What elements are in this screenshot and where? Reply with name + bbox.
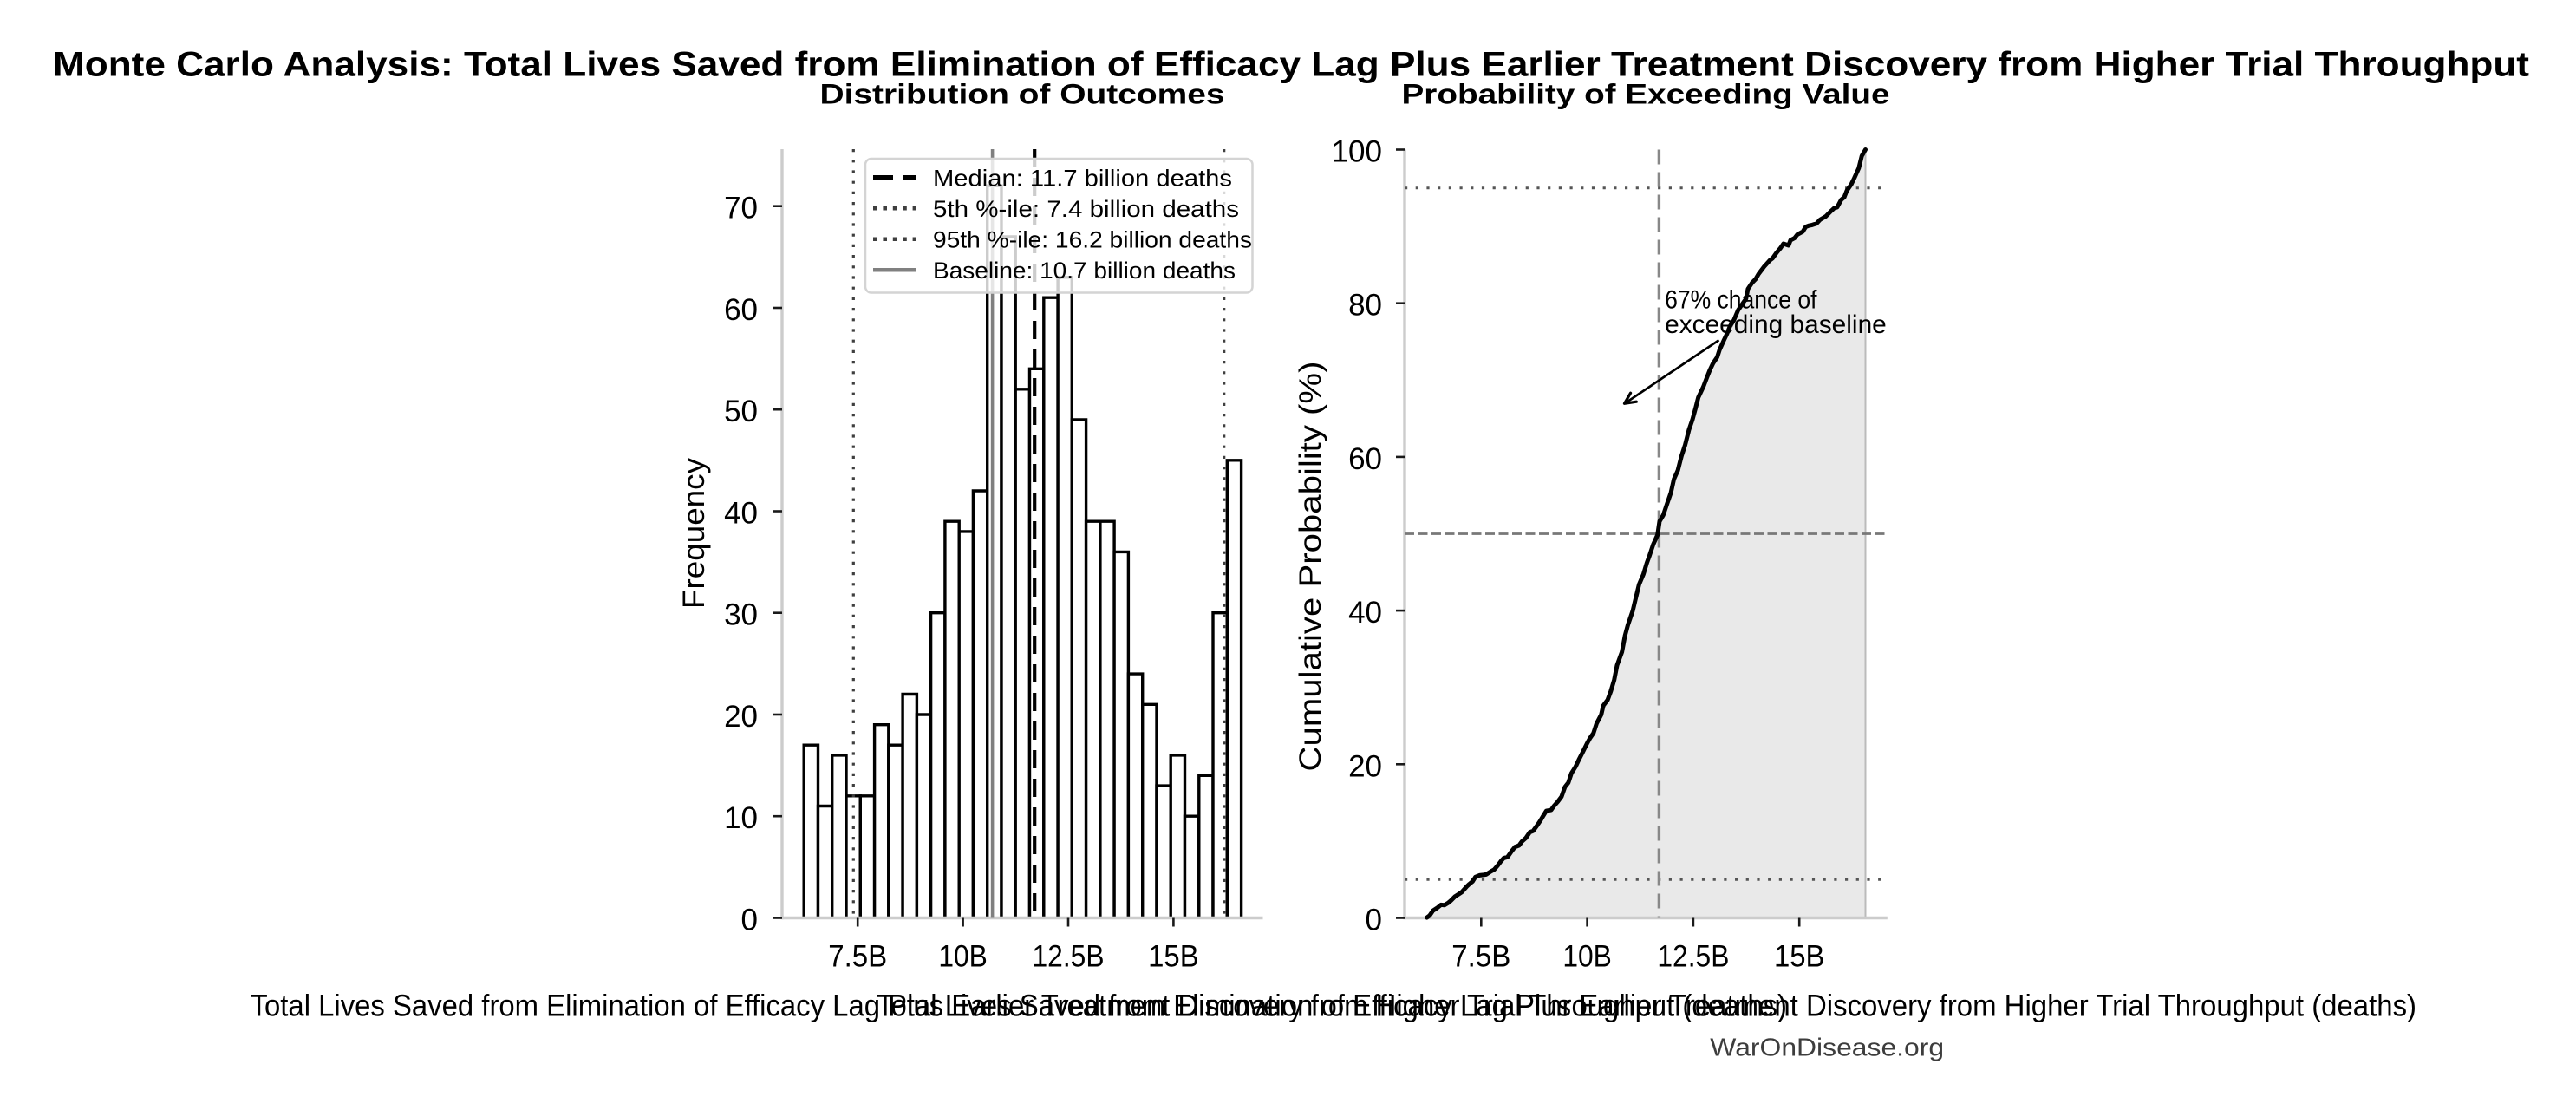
svg-text:7.5B: 7.5B bbox=[828, 940, 887, 974]
svg-text:70: 70 bbox=[724, 192, 758, 225]
svg-text:40: 40 bbox=[1348, 596, 1382, 630]
svg-text:7.5B: 7.5B bbox=[1451, 940, 1510, 974]
svg-text:Total Lives Saved from Elimina: Total Lives Saved from Elimination of Ef… bbox=[251, 989, 1787, 1023]
svg-text:80: 80 bbox=[1348, 289, 1382, 323]
svg-text:Distribution of Outcomes: Distribution of Outcomes bbox=[820, 79, 1225, 110]
svg-text:15B: 15B bbox=[1148, 940, 1199, 974]
svg-text:20: 20 bbox=[724, 700, 758, 734]
svg-text:100: 100 bbox=[1332, 135, 1382, 169]
svg-text:Total Lives Saved from Elimina: Total Lives Saved from Elimination of Ef… bbox=[877, 989, 2416, 1023]
svg-text:Cumulative Probability (%): Cumulative Probability (%) bbox=[1294, 362, 1327, 772]
svg-text:67% chance of: 67% chance of bbox=[1665, 285, 1817, 314]
svg-text:30: 30 bbox=[724, 598, 758, 632]
svg-text:10: 10 bbox=[724, 801, 758, 835]
svg-text:exceeding baseline: exceeding baseline bbox=[1665, 310, 1887, 339]
svg-text:60: 60 bbox=[724, 293, 758, 327]
svg-text:12.5B: 12.5B bbox=[1657, 940, 1729, 974]
svg-text:WarOnDisease.org: WarOnDisease.org bbox=[1710, 1034, 1944, 1061]
svg-text:5th %-ile: 7.4 billion deaths: 5th %-ile: 7.4 billion deaths bbox=[933, 196, 1239, 222]
svg-text:20: 20 bbox=[1348, 749, 1382, 783]
svg-text:60: 60 bbox=[1348, 442, 1382, 476]
svg-text:Baseline: 10.7 billion deaths: Baseline: 10.7 billion deaths bbox=[933, 258, 1236, 284]
svg-text:0: 0 bbox=[1366, 904, 1382, 937]
svg-text:12.5B: 12.5B bbox=[1033, 940, 1105, 974]
svg-text:95th %-ile: 16.2 billion death: 95th %-ile: 16.2 billion deaths bbox=[933, 226, 1252, 252]
svg-text:Probability of Exceeding Value: Probability of Exceeding Value bbox=[1402, 79, 1890, 110]
svg-text:0: 0 bbox=[741, 904, 758, 937]
svg-text:Monte Carlo Analysis: Total Li: Monte Carlo Analysis: Total Lives Saved … bbox=[53, 46, 2529, 84]
svg-text:15B: 15B bbox=[1774, 940, 1825, 974]
svg-text:10B: 10B bbox=[938, 940, 988, 974]
svg-text:Median: 11.7 billion deaths: Median: 11.7 billion deaths bbox=[933, 165, 1232, 191]
svg-text:10B: 10B bbox=[1562, 940, 1612, 974]
svg-text:50: 50 bbox=[724, 395, 758, 428]
svg-text:Frequency: Frequency bbox=[677, 457, 711, 609]
svg-text:40: 40 bbox=[724, 497, 758, 531]
